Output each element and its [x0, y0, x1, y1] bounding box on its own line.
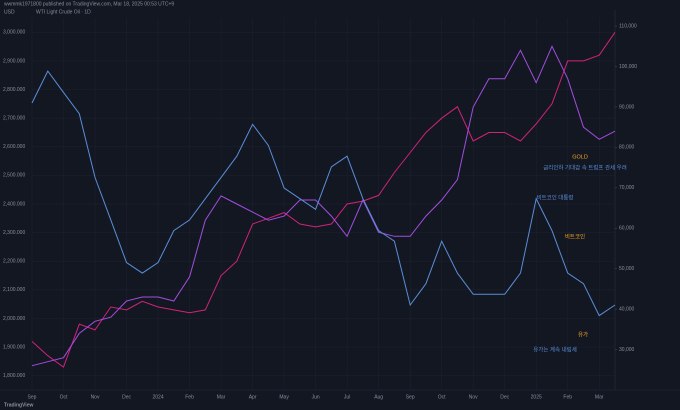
- x-tick-label: May: [279, 394, 289, 400]
- x-tick-label: 2024: [152, 394, 163, 400]
- y-tick-label: 2,100.000: [3, 287, 25, 293]
- x-tick-label: Sep: [406, 394, 415, 400]
- y2-tick-label: 60,000: [619, 226, 635, 232]
- brand: TradingView: [4, 402, 33, 408]
- header: wwmmk1971800 published on TradingView.co…: [4, 1, 174, 7]
- x-tick-label: Jul: [344, 394, 350, 400]
- x-tick-label: Apr: [249, 394, 257, 400]
- y-tick-label: 3,000.000: [3, 30, 25, 36]
- y-tick-label: 2,900.000: [3, 58, 25, 64]
- y2-tick-label: 90,000: [619, 104, 635, 110]
- y-tick-label: 2,300.000: [3, 230, 25, 236]
- series-line: [31, 70, 616, 317]
- y-tick-label: 1,900.000: [3, 344, 25, 350]
- x-tick-label: 2025: [531, 394, 542, 400]
- legend-text: WTI Light Crude Oil · 1D: [36, 9, 91, 15]
- annotation: 유가: [578, 330, 588, 338]
- annotation: 유가는 계속 내림세: [533, 345, 577, 353]
- annotation: GOLD: [572, 154, 588, 160]
- x-tick-label: Sep: [28, 394, 37, 400]
- series-line: [31, 32, 616, 368]
- y-tick-label: 2,500.000: [3, 173, 25, 179]
- y-tick-label: 2,800.000: [3, 87, 25, 93]
- y2-tick-label: 50,000: [619, 266, 635, 272]
- y2-tick-label: 110,000: [619, 23, 637, 29]
- y-tick-label: 1,800.000: [3, 373, 25, 379]
- y2-tick-label: 100,000: [619, 64, 637, 70]
- y2-tick-label: 80,000: [619, 145, 635, 151]
- y-tick-label: 2,700.000: [3, 115, 25, 121]
- y-tick-label: 2,000.000: [3, 316, 25, 322]
- x-tick-label: Feb: [185, 394, 194, 400]
- x-tick-label: Dec: [500, 394, 509, 400]
- currency: USD: [4, 9, 15, 15]
- x-tick-label: Jun: [312, 394, 320, 400]
- annotation: 비트코인 대통령: [537, 193, 574, 201]
- x-tick-label: Mar: [595, 394, 604, 400]
- y-tick-label: 2,200.000: [3, 259, 25, 265]
- y-tick-label: 2,600.000: [3, 144, 25, 150]
- annotation: 비트코인: [565, 232, 585, 240]
- x-tick-label: Nov: [91, 394, 100, 400]
- annotation: 금리인하 기대감 속 트럼프 관세 우려: [543, 163, 627, 171]
- x-tick-label: Oct: [60, 394, 68, 400]
- y-tick-label: 2,400.000: [3, 201, 25, 207]
- x-tick-label: Oct: [438, 394, 446, 400]
- y2-tick-label: 70,000: [619, 185, 635, 191]
- y2-tick-label: 30,000: [619, 347, 635, 353]
- x-tick-label: Dec: [122, 394, 131, 400]
- x-tick-label: Aug: [374, 394, 383, 400]
- y2-tick-label: 40,000: [619, 306, 635, 312]
- series-line: [31, 45, 616, 367]
- x-tick-label: Mar: [217, 394, 226, 400]
- x-tick-label: Feb: [563, 394, 572, 400]
- x-tick-label: Nov: [469, 394, 478, 400]
